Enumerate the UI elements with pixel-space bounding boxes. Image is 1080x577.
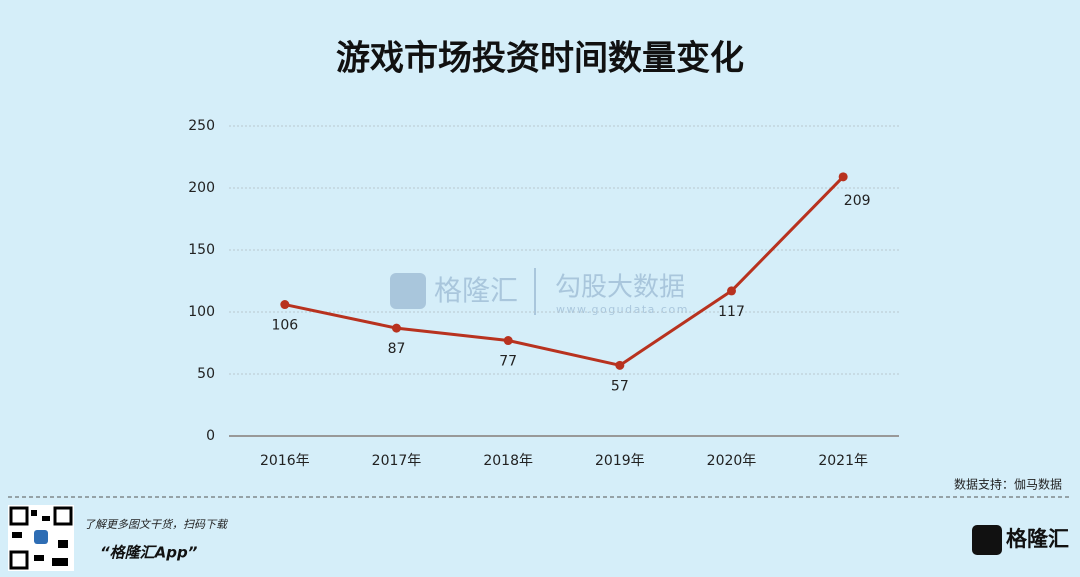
qr-finder	[53, 506, 73, 526]
qr-dot	[42, 516, 50, 521]
qr-finder	[9, 550, 29, 570]
qr-dot	[34, 555, 44, 561]
x-tick-label: 2017年	[372, 453, 422, 469]
data-label: 77	[499, 354, 517, 370]
data-label: 117	[718, 304, 745, 320]
watermark: 格隆汇 勾股大数据 www.gogudata.com	[390, 268, 689, 316]
data-line	[284, 175, 845, 367]
watermark-url: www.gogudata.com	[556, 303, 689, 316]
data-label: 209	[844, 193, 871, 209]
x-tick-label: 2016年	[260, 453, 310, 469]
footer-app: “格隆汇App”	[100, 544, 198, 562]
watermark-logo	[390, 273, 426, 309]
x-tick-label: 2019年	[595, 453, 645, 469]
source: 数据支持：伽马数据	[954, 477, 1062, 492]
data-point	[503, 336, 513, 346]
y-tick-label: 50	[197, 366, 215, 382]
data-point	[727, 286, 736, 296]
qr-logo	[34, 530, 48, 544]
data-point	[280, 300, 290, 310]
y-tick-label: 200	[188, 180, 215, 196]
y-tick-label: 150	[188, 242, 215, 258]
data-label: 57	[611, 378, 629, 394]
y-tick-label: 100	[188, 304, 215, 320]
plot: 0 50 100 150 200 250 2016年 2017年 2018年 2019年 2020年…	[188, 118, 899, 469]
watermark-brand: 格隆汇	[434, 274, 518, 307]
qr-code	[8, 505, 74, 571]
footer-logo-icon	[972, 525, 1002, 555]
y-tick-label: 0	[206, 428, 215, 444]
footer-note: 了解更多图文干货，扫码下载	[84, 518, 229, 531]
x-tick-label: 2021年	[818, 453, 868, 469]
qr-dot	[12, 532, 22, 538]
watermark-name: 勾股大数据	[555, 273, 685, 303]
data-point	[838, 172, 848, 182]
footer-logo: 格隆汇	[1006, 527, 1069, 551]
qr-finder	[9, 506, 29, 526]
y-tick-label: 250	[188, 118, 215, 134]
data-label: 87	[388, 341, 406, 357]
data-point	[392, 323, 401, 333]
data-point	[615, 360, 625, 370]
chart-title: 游戏市场投资时间数量变化	[336, 39, 744, 79]
qr-dot	[58, 540, 68, 548]
x-tick-label: 2018年	[483, 453, 533, 469]
qr-dot	[52, 558, 68, 566]
qr-dot	[31, 510, 37, 516]
x-tick-label: 2020年	[707, 453, 757, 469]
data-label: 106	[271, 318, 298, 334]
